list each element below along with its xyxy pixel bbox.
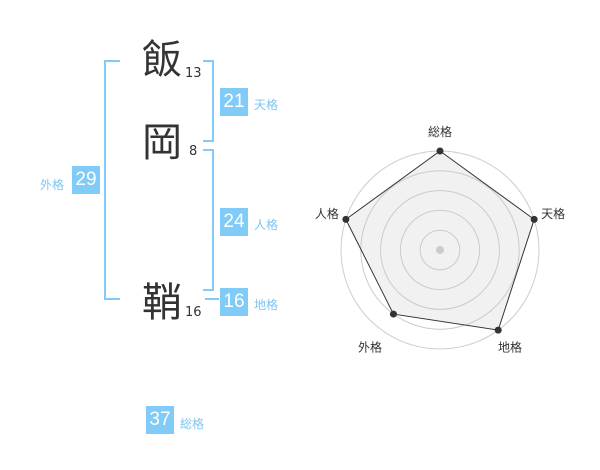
tenkaku-value: 21 xyxy=(220,88,248,116)
radar-ring xyxy=(380,190,500,310)
jinkaku-label: 人格 xyxy=(254,218,279,232)
stroke-count-1: 13 xyxy=(185,66,202,81)
radar-center xyxy=(436,246,444,254)
radar-axis-label: 外格 xyxy=(358,339,382,354)
chikaku-value: 16 xyxy=(220,288,248,316)
soukaku-value: 37 xyxy=(146,406,174,434)
chikaku-connector xyxy=(205,298,219,300)
gaikaku-bracket xyxy=(104,60,120,300)
tenkaku-label: 天格 xyxy=(254,98,279,112)
gaikaku-value: 29 xyxy=(72,166,100,194)
name-char-2: 岡 xyxy=(142,120,182,166)
radar-point-3 xyxy=(389,310,397,318)
radar-axis-label: 地格 xyxy=(498,339,522,354)
radar-point-4 xyxy=(342,215,350,223)
stroke-count-3: 16 xyxy=(185,305,202,320)
radar-point-2 xyxy=(494,326,502,334)
name-char-3: 鞘 xyxy=(142,280,182,326)
radar-polygon xyxy=(345,150,535,331)
stroke-count-2: 8 xyxy=(189,144,198,159)
radar-axis-label: 人格 xyxy=(315,206,339,221)
name-char-1: 飯 xyxy=(142,37,182,83)
radar-axis-label: 総格 xyxy=(428,124,452,139)
jinkaku-bracket xyxy=(203,149,214,291)
soukaku-label: 総格 xyxy=(180,417,205,431)
radar-axis-label: 天格 xyxy=(541,206,565,221)
radar-point-1 xyxy=(530,215,538,223)
radar-ring xyxy=(419,229,461,271)
jinkaku-value: 24 xyxy=(220,208,248,236)
radar-ring xyxy=(399,209,481,291)
gaikaku-label: 外格 xyxy=(40,178,65,192)
radar-point-0 xyxy=(436,147,444,155)
tenkaku-bracket xyxy=(203,60,214,142)
chikaku-label: 地格 xyxy=(254,298,279,312)
